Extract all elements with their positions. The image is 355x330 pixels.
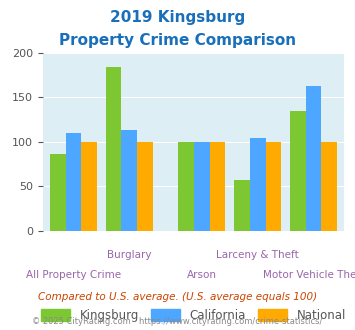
Text: Larceny & Theft: Larceny & Theft bbox=[216, 250, 299, 260]
Bar bbox=[306, 86, 321, 231]
Bar bbox=[266, 142, 281, 231]
Text: All Property Crime: All Property Crime bbox=[26, 270, 121, 280]
Text: Arson: Arson bbox=[187, 270, 217, 280]
Bar bbox=[137, 142, 153, 231]
Legend: Kingsburg, California, National: Kingsburg, California, National bbox=[36, 305, 351, 327]
Bar bbox=[50, 154, 66, 231]
Bar bbox=[210, 142, 225, 231]
Bar bbox=[321, 142, 337, 231]
Text: Property Crime Comparison: Property Crime Comparison bbox=[59, 33, 296, 48]
Bar bbox=[234, 180, 250, 231]
Bar bbox=[290, 111, 306, 231]
Bar bbox=[194, 142, 210, 231]
Text: 2019 Kingsburg: 2019 Kingsburg bbox=[110, 10, 245, 25]
Text: Burglary: Burglary bbox=[107, 250, 152, 260]
Text: Compared to U.S. average. (U.S. average equals 100): Compared to U.S. average. (U.S. average … bbox=[38, 292, 317, 302]
Bar bbox=[250, 138, 266, 231]
Bar bbox=[121, 130, 137, 231]
Text: © 2025 CityRating.com - https://www.cityrating.com/crime-statistics/: © 2025 CityRating.com - https://www.city… bbox=[32, 317, 323, 326]
Text: Motor Vehicle Theft: Motor Vehicle Theft bbox=[263, 270, 355, 280]
Bar bbox=[81, 142, 97, 231]
Bar bbox=[66, 133, 81, 231]
Bar bbox=[106, 67, 121, 231]
Bar bbox=[178, 142, 194, 231]
